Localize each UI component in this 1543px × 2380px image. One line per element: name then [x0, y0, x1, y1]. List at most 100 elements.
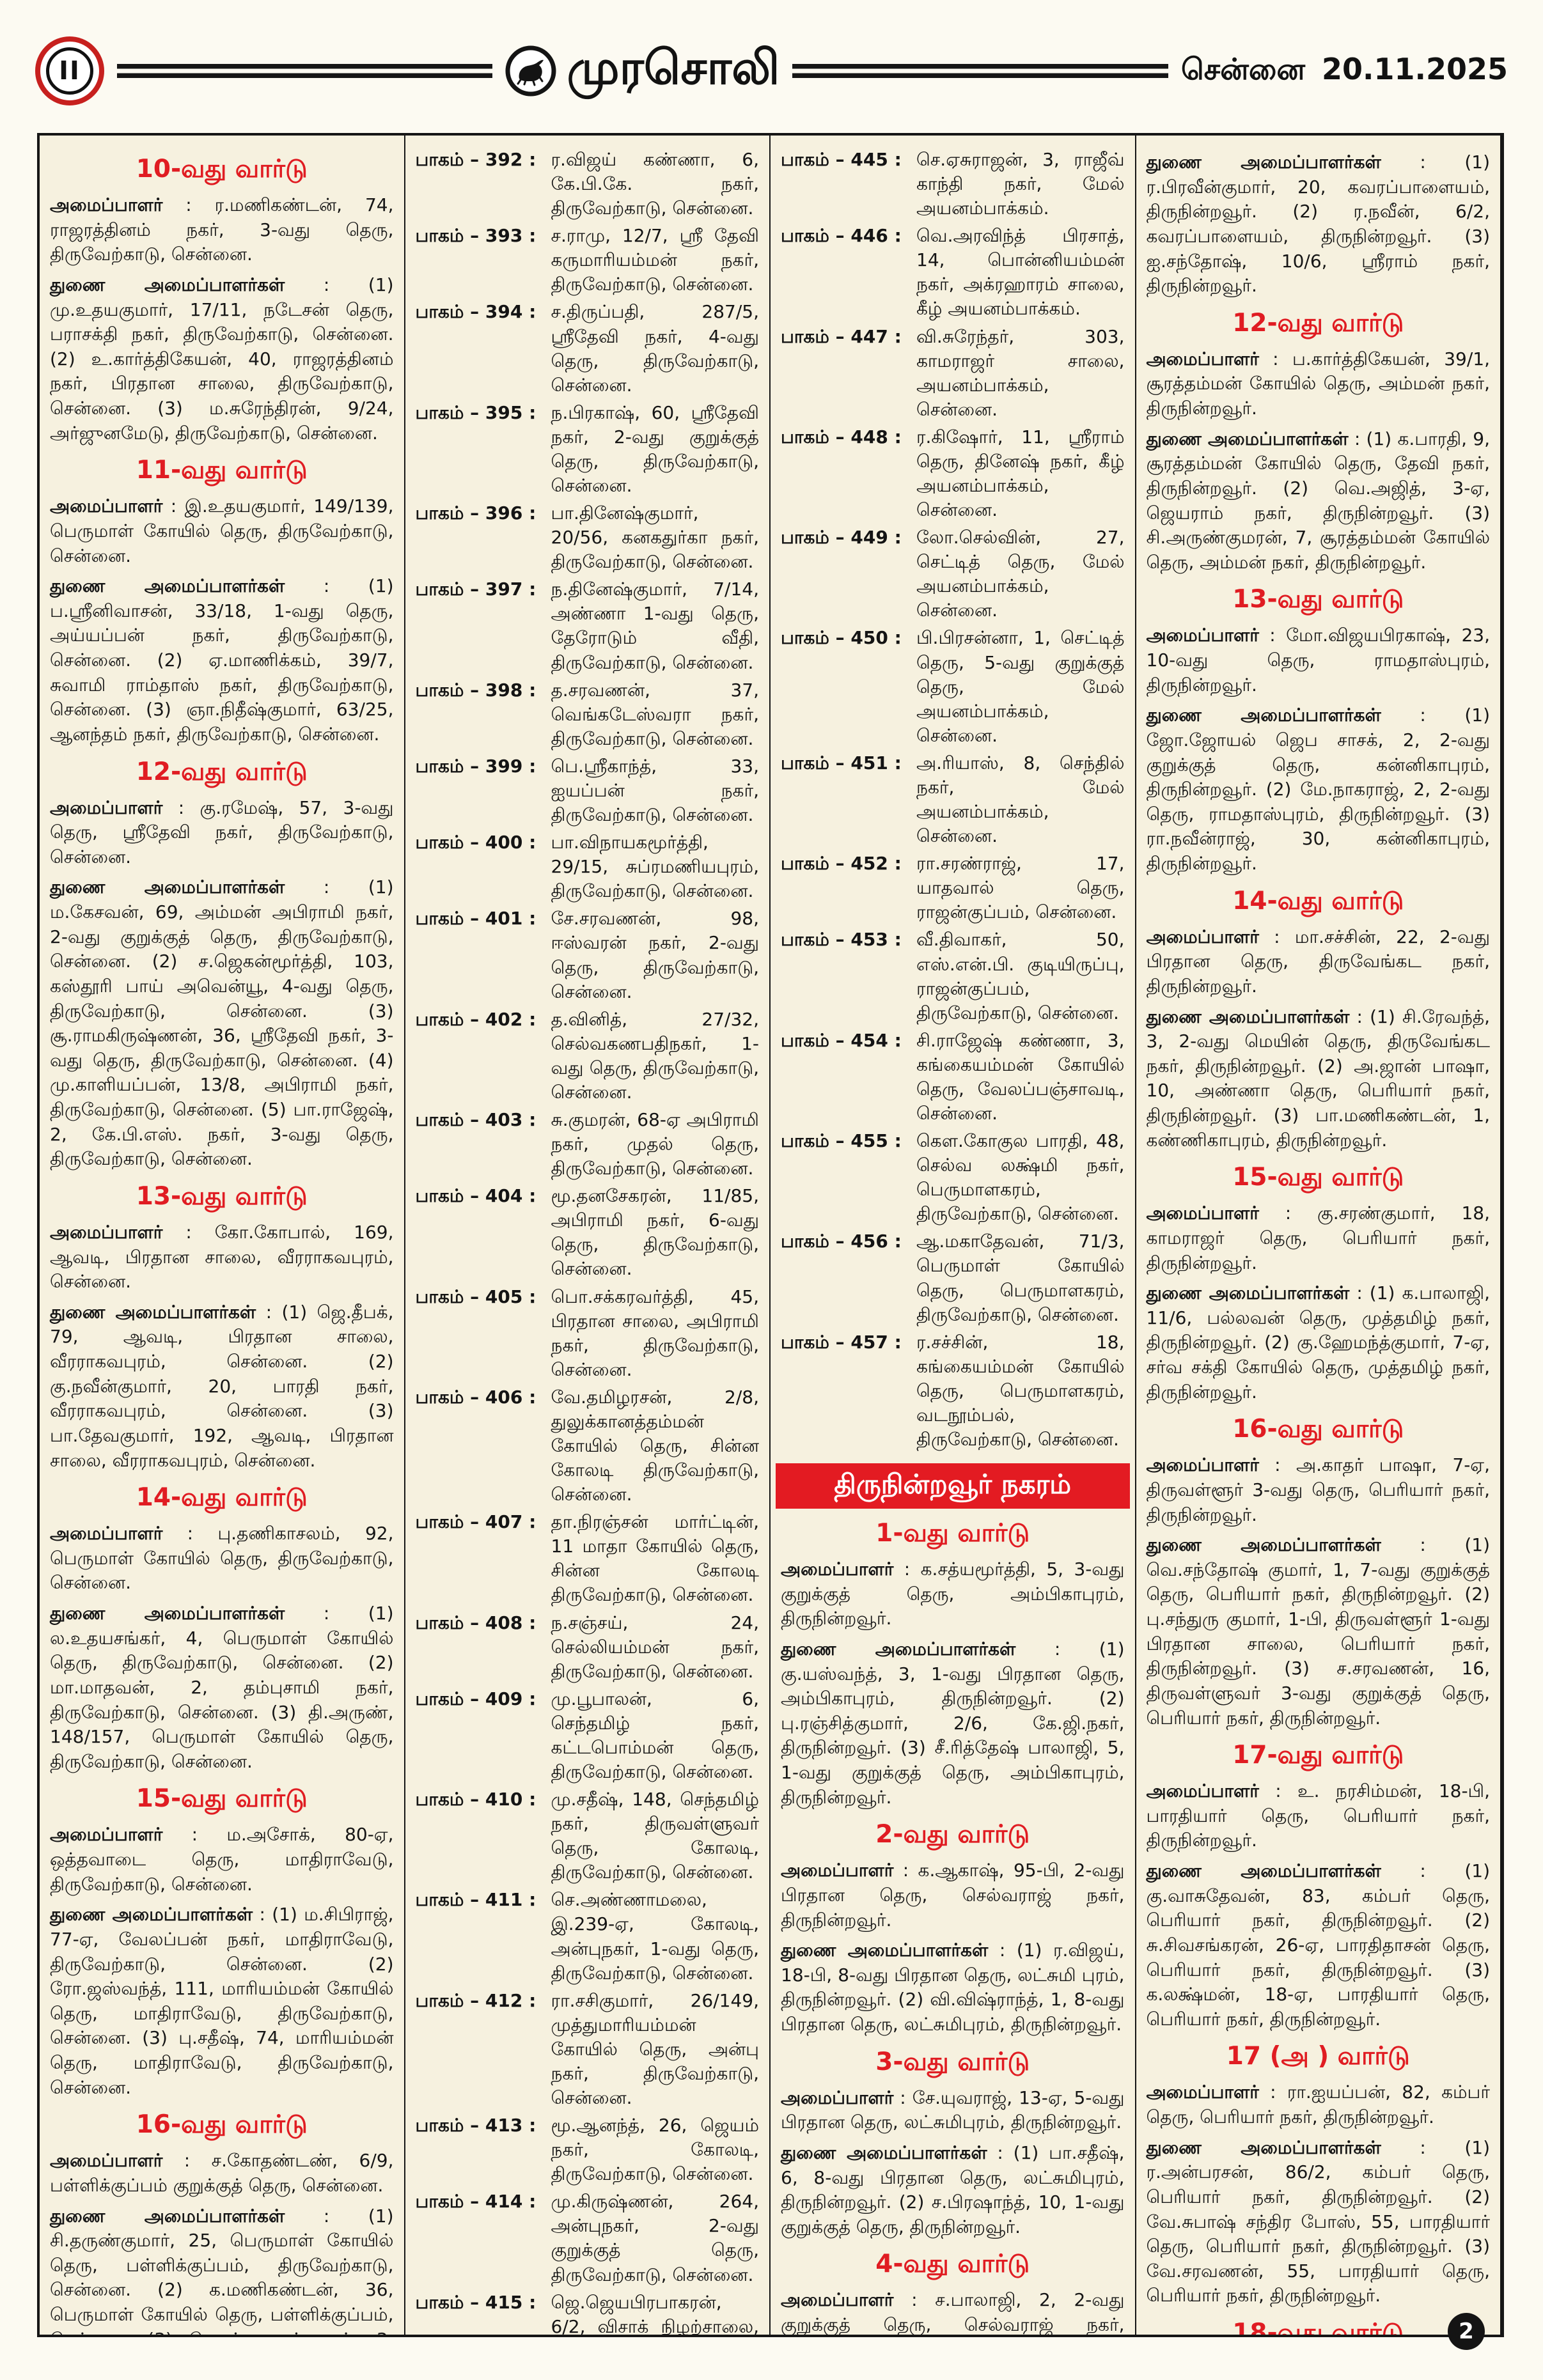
paragraph-label: அமைப்பாளர் [1146, 1780, 1259, 1802]
part-number: பாகம் – 407 : [415, 1511, 537, 1533]
part-entry: பாகம் – 397 : ந.தினேஷ்குமார், 7/14, அண்ணா… [416, 577, 760, 674]
part-text: லோ.செல்வின், 27, செட்டித் தெரு, மேல் அயன… [916, 527, 1125, 621]
part-text: பி.பிரசன்னா, 1, செட்டித் தெரு, 5-வது குற… [916, 627, 1125, 746]
part-entry: பாகம் – 396 : பா.தினேஷ்குமார், 20/56, கனக… [416, 501, 760, 574]
organizer-paragraph: அமைப்பாளர் : ர.மணிகண்டன், 74, ராஜரத்தினம… [50, 194, 394, 265]
part-text: பா.விநாயகமூர்த்தி, 29/15, சுப்ரமணியபுரம்… [551, 832, 760, 902]
part-number: பாகம் – 399 : [415, 755, 537, 777]
page-roman-badge: II [35, 36, 104, 105]
deputy-organizers-paragraph: துணை அமைப்பாளர்கள் : (1) ர.விஜய், 18-பி,… [781, 1940, 1125, 2035]
part-number: பாகம் – 402 : [415, 1008, 537, 1030]
part-entry: பாகம் – 402 : த.வினித், 27/32, செல்வகணபதி… [416, 1007, 760, 1105]
part-text: ந.தினேஷ்குமார், 7/14, அண்ணா 1-வது தெரு, … [551, 579, 760, 673]
ward-heading: 12-வது வார்டு [136, 757, 308, 786]
paragraph-label: அமைப்பாளர் [781, 1559, 894, 1580]
part-entry: பாகம் – 456 : ஆ.மகாதேவன், 71/3, பெருமாள் … [781, 1229, 1125, 1326]
part-entry: பாகம் – 409 : மு.பூபாலன், 6, செந்தமிழ் நக… [416, 1687, 760, 1784]
deputy-organizers-paragraph: துணை அமைப்பாளர்கள் : (1) க.பாலாஜி, 11/6,… [1146, 1282, 1491, 1403]
part-number: பாகம் – 457 : [781, 1331, 902, 1353]
part-text: பா.தினேஷ்குமார், 20/56, கனகதுர்கா நகர், … [551, 502, 760, 573]
part-number: பாகம் – 454 : [781, 1029, 902, 1051]
ward-heading: 15-வது வார்டு [136, 1784, 308, 1814]
part-text: ச.ராமு, 12/7, ஸ்ரீ தேவி கருமாரியம்மன் நக… [551, 225, 760, 295]
part-entry: பாகம் – 455 : கௌ.கோகுல பாரதி, 48, செல்வ ல… [781, 1129, 1125, 1226]
paragraph-label: அமைப்பாளர் [1146, 1454, 1259, 1476]
deputy-organizers-paragraph: துணை அமைப்பாளர்கள் : (1) ல.உதயசங்கர், 4,… [50, 1603, 394, 1772]
masthead-rule-right [792, 64, 1168, 78]
part-text: வே.தமிழரசன், 2/8, துலுக்கானத்தம்மன் கோயி… [551, 1386, 760, 1505]
paragraph-label: துணை அமைப்பாளர்கள் [781, 1940, 989, 1961]
paragraph-label: துணை அமைப்பாளர்கள் [50, 1301, 256, 1323]
part-text: ஜெ.ஜெயபிரபாகரன், 6/2, விசாக் நிழற்சாலை, … [551, 2291, 760, 2335]
part-text: ர.சச்சின், 18, கங்கையம்மன் கோயில் தெரு, … [916, 1331, 1125, 1450]
ward-heading: 17 (அ ) வார்டு [1226, 2042, 1410, 2071]
masthead: முரசொலி [505, 40, 779, 102]
paragraph-label: அமைப்பாளர் [781, 2289, 894, 2311]
part-number: பாகம் – 446 : [781, 225, 902, 247]
ward-heading: 14-வது வார்டு [1232, 886, 1404, 915]
column-1: 10-வது வார்டு அமைப்பாளர் : ர.மணிகண்டன், 7… [40, 136, 405, 2335]
ward-heading: 13-வது வார்டு [136, 1181, 308, 1211]
part-number: பாகம் – 405 : [415, 1286, 537, 1307]
paragraph-label: அமைப்பாளர் [1146, 625, 1259, 646]
part-text: பெ.ஸ்ரீகாந்த், 33, ஐயப்பன் நகர், திருவேற… [551, 755, 760, 826]
ward-list-box: 10-வது வார்டு அமைப்பாளர் : ர.மணிகண்டன், 7… [37, 133, 1504, 2350]
paragraph-label: அமைப்பாளர் [1146, 926, 1259, 947]
organizer-paragraph: அமைப்பாளர் : மோ.விஜயபிரகாஷ், 23, 10-வது … [1146, 625, 1491, 696]
deputy-organizers-paragraph: துணை அமைப்பாளர்கள் : (1) ர.பிரவீன்குமார்… [1146, 152, 1491, 297]
part-number: பாகம் – 408 : [415, 1612, 537, 1633]
paragraph-label: துணை அமைப்பாளர்கள் [781, 1638, 1016, 1660]
part-text: ந.சஞ்சய், 24, செல்லியம்மன் நகர், திருவேற… [551, 1612, 760, 1682]
ward-heading: 1-வது வார்டு [875, 1519, 1030, 1548]
part-entry: பாகம் – 406 : வே.தமிழரசன், 2/8, துலுக்கான… [416, 1385, 760, 1507]
part-text: மு.கிருஷ்ணன், 264, அன்புநகர், 2-வது குறு… [551, 2191, 760, 2285]
ward-heading: 2-வது வார்டு [875, 1820, 1030, 1849]
organizer-paragraph: அமைப்பாளர் : உ. நரசிம்மன், 18-பி, பாரதிய… [1146, 1780, 1491, 1851]
part-text: சி.ராஜேஷ் கண்ணா, 3, கங்கையம்மன் கோயில் த… [916, 1029, 1125, 1124]
part-text: ர.விஜய் கண்ணா, 6, கே.பி.கே. நகர், திருவே… [551, 149, 760, 219]
paragraph-label: துணை அமைப்பாளர்கள் [781, 2142, 987, 2163]
masthead-rule-left [117, 64, 493, 78]
part-text: வி.சுரேந்தர், 303, காமராஜர் சாலை, அயனம்ப… [916, 325, 1125, 420]
paragraph-label: அமைப்பாளர் [1146, 1202, 1259, 1224]
part-entry: பாகம் – 408 : ந.சஞ்சய், 24, செல்லியம்மன் … [416, 1611, 760, 1684]
part-entry: பாகம் – 401 : சே.சரவணன், 98, ஈஸ்வரன் நகர்… [416, 906, 760, 1004]
part-entry: பாகம் – 411 : செ.அண்ணாமலை, இ.239-ஏ, கோலடி… [416, 1888, 760, 1985]
part-entry: பாகம் – 415 : ஜெ.ஜெயபிரபாகரன், 6/2, விசாக… [416, 2291, 760, 2335]
part-number: பாகம் – 448 : [781, 426, 902, 447]
part-text: அ.ரியாஸ், 8, செந்தில் நகர், மேல் அயனம்பா… [916, 752, 1125, 847]
part-text: தா.நிரஞ்சன் மார்ட்டின், 11 மாதா கோயில் த… [551, 1511, 760, 1606]
part-text: பொ.சக்கரவர்த்தி, 45, பிரதான சாலை, அபிராம… [551, 1286, 760, 1380]
part-entry: பாகம் – 448 : ர.கிஷோர், 11, ஸ்ரீராம் தெரு… [781, 425, 1125, 522]
paragraph-label: அமைப்பாளர் [50, 1523, 163, 1544]
column-3: பாகம் – 445 : செ.ஏசுராஜன், 3, ராஜீவ் காந்… [771, 136, 1136, 2335]
part-entry: பாகம் – 446 : வெ.அரவிந்த் பிரசாத், 14, பொ… [781, 224, 1125, 321]
organizer-paragraph: அமைப்பாளர் : பு.தணிகாசலம், 92, பெருமாள் … [50, 1523, 394, 1594]
deputy-organizers-paragraph: துணை அமைப்பாளர்கள் : (1) ஜெ.தீபக், 79, ஆ… [50, 1301, 394, 1471]
edition-date: 20.11.2025 [1322, 51, 1508, 86]
paragraph-label: அமைப்பாளர் [50, 495, 163, 517]
deputy-organizers-paragraph: துணை அமைப்பாளர்கள் : (1) சி.தருண்குமார்,… [50, 2205, 394, 2335]
part-text: சே.சரவணன், 98, ஈஸ்வரன் நகர், 2-வது தெரு,… [551, 908, 760, 1002]
part-number: பாகம் – 413 : [415, 2115, 537, 2136]
part-entry: பாகம் – 454 : சி.ராஜேஷ் கண்ணா, 3, கங்கையம… [781, 1029, 1125, 1126]
page-number-badge: 2 [1448, 2313, 1485, 2350]
paragraph-label: அமைப்பாளர் [781, 1860, 894, 1881]
masthead-bar: II முரசொலி சென்னை 20.11.2025 [35, 33, 1508, 109]
paragraph-label: துணை அமைப்பாளர்கள் [50, 876, 285, 898]
part-text: செ.ஏசுராஜன், 3, ராஜீவ் காந்தி நகர், மேல்… [916, 149, 1125, 219]
ward-heading: 14-வது வார்டு [136, 1483, 308, 1513]
part-text: மு.சதீஷ், 148, செந்தமிழ் நகர், திருவள்ளு… [551, 1789, 760, 1883]
part-number: பாகம் – 455 : [781, 1130, 902, 1152]
part-number: பாகம் – 456 : [781, 1231, 902, 1252]
deputy-organizers-paragraph: துணை அமைப்பாளர்கள் : (1) ஜோ.ஜோயல் ஜெப சா… [1146, 704, 1491, 874]
part-entry: பாகம் – 413 : மூ.ஆனந்த், 26, ஜெயம் நகர், … [416, 2113, 760, 2186]
organizer-paragraph: அமைப்பாளர் : ரா.ஐயப்பன், 82, கம்பர் தெரு… [1146, 2081, 1491, 2127]
part-number: பாகம் – 392 : [415, 149, 537, 170]
part-entry: பாகம் – 452 : ரா.சரண்ராஜ், 17, யாதவால் தெ… [781, 852, 1125, 924]
part-number: பாகம் – 410 : [415, 1789, 537, 1810]
part-text: த.வினித், 27/32, செல்வகணபதிநகர், 1-வது த… [551, 1008, 760, 1103]
part-entry: பாகம் – 393 : ச.ராமு, 12/7, ஸ்ரீ தேவி கரு… [416, 224, 760, 297]
part-entry: பாகம் – 414 : மு.கிருஷ்ணன், 264, அன்புநகர… [416, 2189, 760, 2287]
part-entry: பாகம் – 398 : த.சரவணன், 37, வெங்கடேஸ்வரா … [416, 678, 760, 751]
